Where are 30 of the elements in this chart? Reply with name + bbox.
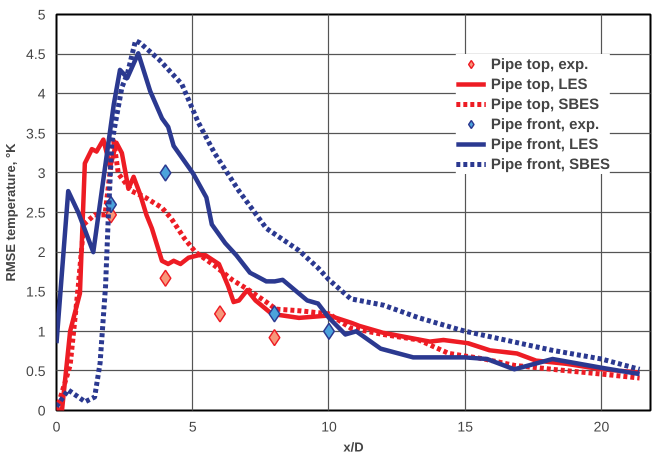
y-tick-label: 4 bbox=[38, 86, 46, 102]
legend-label: Pipe front, SBES bbox=[490, 155, 610, 173]
y-tick-label: 3.5 bbox=[26, 125, 46, 142]
x-tick-label: 15 bbox=[457, 418, 474, 434]
y-tick-label: 3 bbox=[38, 164, 46, 181]
x-tick-label: 20 bbox=[594, 418, 610, 434]
legend-label: Pipe front, exp. bbox=[490, 115, 600, 133]
x-tick-label: 5 bbox=[188, 418, 197, 434]
point bbox=[268, 328, 281, 346]
y-tick-label: 4.5 bbox=[26, 46, 46, 62]
point bbox=[322, 322, 336, 340]
y-tick-label: 0.5 bbox=[26, 362, 46, 379]
legend-label: Pipe top, LES bbox=[490, 75, 588, 93]
point bbox=[214, 305, 226, 323]
y-tick-label: 2.5 bbox=[26, 204, 46, 220]
x-tick-label: 0 bbox=[52, 418, 61, 434]
point bbox=[159, 164, 172, 182]
legend-label: Pipe front, LES bbox=[490, 135, 598, 153]
y-tick-label: 2 bbox=[38, 244, 46, 260]
point bbox=[159, 269, 172, 287]
y-tick-label: 1.5 bbox=[26, 284, 46, 300]
y-tick-label: 1 bbox=[38, 323, 46, 340]
y-tick-label: 0 bbox=[38, 402, 46, 418]
x-tick-label: 10 bbox=[321, 418, 337, 434]
point bbox=[268, 305, 281, 323]
x-axis-title: x/D bbox=[343, 440, 364, 454]
y-tick-label: 5 bbox=[38, 6, 46, 22]
legend-label: Pipe top, SBES bbox=[490, 95, 600, 113]
legend-label: Pipe top, exp. bbox=[490, 55, 588, 73]
y-axis-title: RMSE temperature, °K bbox=[3, 142, 18, 282]
